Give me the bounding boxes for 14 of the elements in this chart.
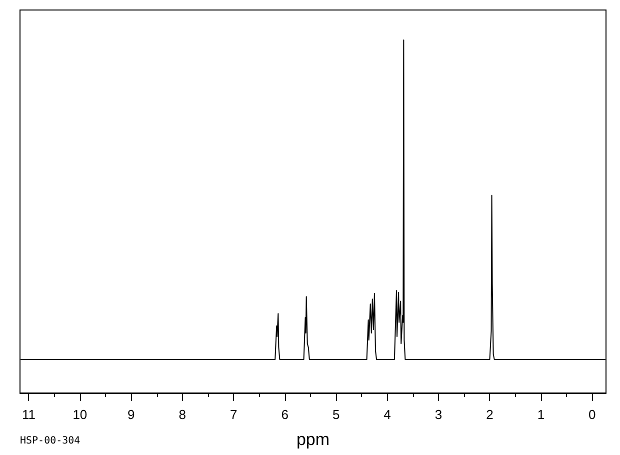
x-tick-label: 8 <box>178 407 186 422</box>
x-tick-label: 0 <box>588 407 596 422</box>
x-tick-label: 3 <box>434 407 442 422</box>
x-tick-label: 4 <box>384 407 391 422</box>
x-tick-label: 6 <box>281 407 288 422</box>
x-axis-title: ppm <box>296 430 330 449</box>
x-tick-label: 1 <box>537 407 545 422</box>
x-tick-label: 11 <box>22 407 36 422</box>
x-tick-label: 10 <box>72 407 88 422</box>
text: HSP-00-304 <box>20 436 80 446</box>
x-tick-label: 2 <box>486 407 494 422</box>
x-tick-label: 9 <box>128 407 135 422</box>
x-tick-label: 7 <box>230 407 238 422</box>
x-tick-label: 5 <box>332 407 340 422</box>
